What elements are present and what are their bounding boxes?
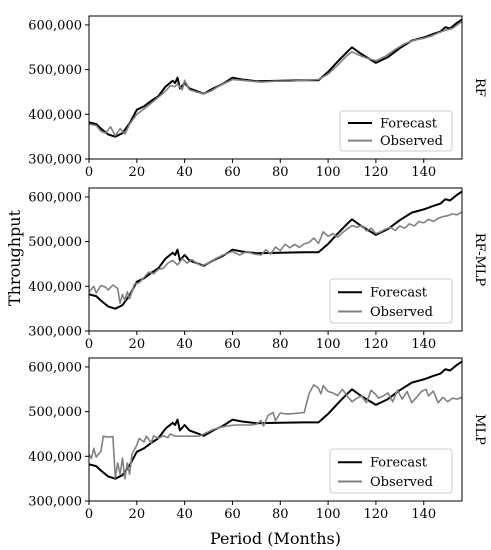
observed-line [89, 383, 462, 480]
y-tick-label: 600,000 [28, 18, 82, 33]
panel-label: RF [472, 78, 487, 97]
x-tick-label: 60 [224, 507, 241, 522]
panel-label: RF-MLP [472, 233, 487, 287]
y-tick-label: 300,000 [28, 153, 82, 168]
x-tick-label: 40 [176, 337, 193, 352]
y-axis-title: Throughput [5, 209, 24, 306]
forecast-line [89, 190, 462, 310]
x-tick-label: 20 [129, 337, 146, 352]
x-tick-label: 20 [129, 165, 146, 180]
x-tick-label: 100 [316, 337, 341, 352]
observed-line [89, 211, 462, 305]
legend: Forecast Observed [329, 278, 453, 324]
y-tick-label: 400,000 [28, 280, 82, 295]
x-tick-label: 0 [85, 165, 93, 180]
x-tick-label: 100 [316, 507, 341, 522]
forecast-line [89, 360, 462, 480]
legend-forecast-label: Forecast [380, 117, 438, 132]
x-tick-label: 60 [224, 165, 241, 180]
legend-observed-label: Observed [370, 305, 433, 320]
x-tick-label: 20 [129, 507, 146, 522]
x-tick-label: 120 [364, 337, 389, 352]
y-tick-label: 500,000 [28, 405, 82, 420]
x-tick-label: 100 [316, 165, 341, 180]
observed-line [89, 20, 462, 137]
plot-frame [88, 187, 463, 332]
x-tick-label: 140 [411, 507, 436, 522]
legend-observed-label: Observed [370, 475, 433, 490]
legend-observed-label: Observed [380, 134, 443, 149]
x-tick-label: 0 [85, 507, 93, 522]
y-tick-label: 600,000 [28, 190, 82, 205]
y-tick-label: 500,000 [28, 63, 82, 78]
x-tick-label: 140 [411, 337, 436, 352]
plot-frame [88, 357, 463, 502]
x-tick-label: 120 [364, 165, 389, 180]
panel-mlp: 0 20 40 60 80 100 120 140 300,000 400,000 500,000 6… [28, 357, 487, 522]
legend-forecast-label: Forecast [370, 456, 428, 471]
panel-label: MLP [472, 414, 487, 445]
y-tick-label: 300,000 [28, 325, 82, 340]
x-tick-label: 80 [272, 337, 289, 352]
y-tick-label: 400,000 [28, 450, 82, 465]
x-axis-title: Period (Months) [210, 529, 341, 548]
x-tick-label: 140 [411, 165, 436, 180]
x-tick-label: 80 [272, 165, 289, 180]
x-tick-label: 120 [364, 507, 389, 522]
y-tick-label: 400,000 [28, 108, 82, 123]
legend: Forecast Observed [339, 110, 453, 152]
y-tick-label: 500,000 [28, 235, 82, 250]
x-tick-label: 40 [176, 507, 193, 522]
y-tick-label: 300,000 [28, 495, 82, 510]
plot-frame [88, 15, 463, 160]
panel-rf-mlp: 0 20 40 60 80 100 120 140 300,000 400,000 500,000 6… [28, 187, 487, 352]
x-tick-label: 80 [272, 507, 289, 522]
panel-rf: 0 20 40 60 80 100 120 140 300,000 400,000 500,000 6… [28, 15, 487, 180]
y-tick-label: 600,000 [28, 360, 82, 375]
x-tick-label: 0 [85, 337, 93, 352]
x-tick-label: 60 [224, 337, 241, 352]
x-tick-label: 40 [176, 165, 193, 180]
legend-forecast-label: Forecast [370, 286, 428, 301]
legend: Forecast Observed [329, 448, 453, 494]
